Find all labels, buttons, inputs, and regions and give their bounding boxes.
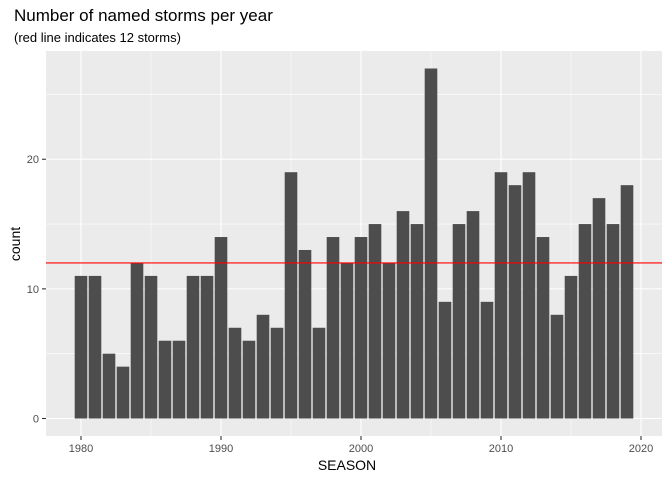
- x-tick-label: 2000: [349, 443, 373, 455]
- x-axis-label: SEASON: [318, 457, 376, 473]
- bar: [578, 224, 592, 419]
- bar: [396, 211, 410, 419]
- bar: [172, 340, 186, 419]
- bar: [354, 237, 368, 419]
- bar: [550, 314, 564, 419]
- bar: [116, 366, 130, 419]
- y-axis-label: count: [7, 227, 23, 261]
- bar: [158, 340, 172, 419]
- bar: [620, 185, 634, 419]
- bar: [494, 172, 508, 419]
- bar: [242, 340, 256, 419]
- bar: [480, 301, 494, 419]
- bar: [130, 262, 144, 419]
- y-tick-label: 20: [27, 154, 39, 166]
- bar: [424, 68, 438, 419]
- bar: [88, 275, 102, 419]
- x-tick-label: 1980: [69, 443, 93, 455]
- bar: [186, 275, 200, 419]
- chart-subtitle: (red line indicates 12 storms): [14, 30, 181, 45]
- bar: [382, 262, 396, 419]
- bar: [536, 237, 550, 419]
- bar: [466, 211, 480, 419]
- bar: [102, 353, 116, 419]
- y-tick-label: 0: [33, 414, 39, 426]
- bar: [200, 275, 214, 419]
- bar: [606, 224, 620, 419]
- bar: [452, 224, 466, 419]
- x-tick-label: 2010: [489, 443, 513, 455]
- bar: [312, 327, 326, 419]
- bar: [74, 275, 88, 419]
- bar: [438, 301, 452, 419]
- x-tick-label: 2020: [629, 443, 653, 455]
- bar: [340, 262, 354, 419]
- x-tick-label: 1990: [209, 443, 233, 455]
- bar: [270, 327, 284, 419]
- bar: [256, 314, 270, 419]
- bar: [284, 172, 298, 419]
- bar: [522, 172, 536, 419]
- bar: [144, 275, 158, 419]
- bar: [508, 185, 522, 419]
- bar: [228, 327, 242, 419]
- bar: [410, 224, 424, 419]
- bars-group: [74, 68, 634, 419]
- bar: [564, 275, 578, 419]
- y-tick-label: 10: [27, 284, 39, 296]
- bar: [368, 224, 382, 419]
- bar: [326, 237, 340, 419]
- chart-title: Number of named storms per year: [14, 6, 273, 25]
- bar: [592, 198, 606, 419]
- x-axis: 1980 1990 2000 2010 2020: [69, 436, 653, 455]
- y-axis: 0 10 20: [27, 154, 46, 426]
- bar: [214, 237, 228, 419]
- bar: [298, 249, 312, 419]
